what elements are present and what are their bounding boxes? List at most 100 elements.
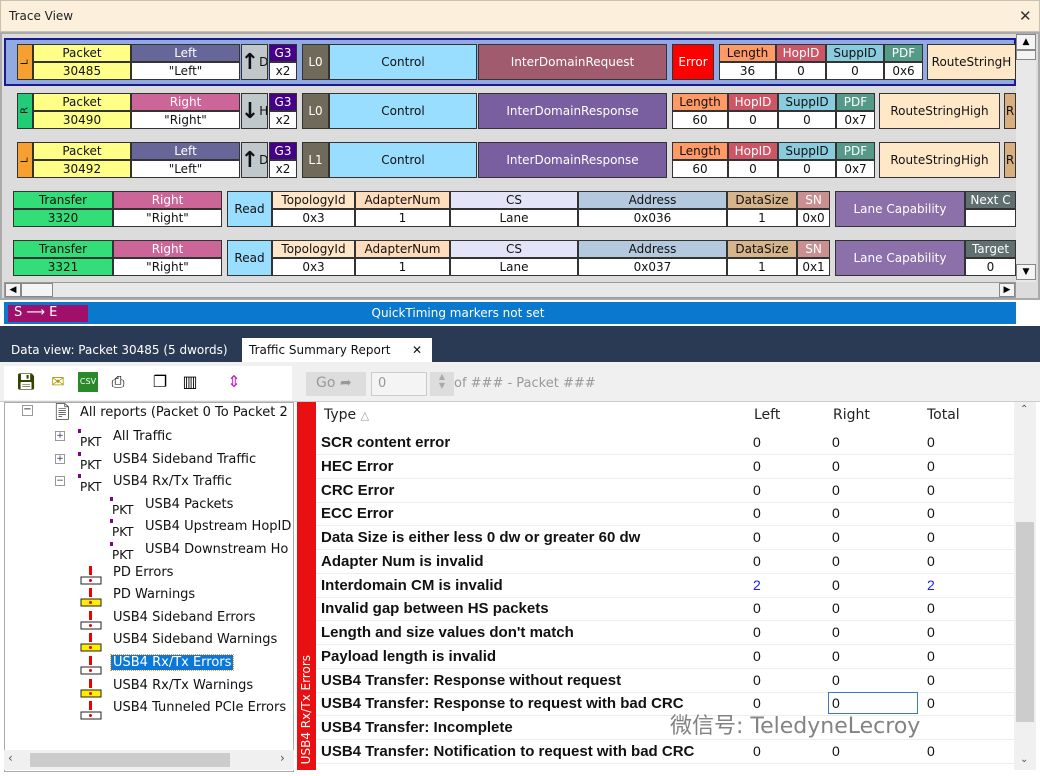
packet-number-value[interactable]: 30492 — [33, 160, 131, 178]
field-adapternum-header[interactable]: AdapterNum — [355, 191, 450, 209]
category[interactable]: Control — [329, 142, 477, 178]
operation[interactable]: Read — [227, 240, 272, 276]
operation[interactable]: Read — [227, 191, 272, 227]
field-datasize-value[interactable]: 1 — [727, 209, 797, 227]
error-badge[interactable]: Error — [672, 44, 714, 80]
vertical-scrollbar[interactable]: ▲ ▼ — [1016, 34, 1036, 282]
table-row[interactable]: USB4 Transfer: Notification to request w… — [316, 740, 1014, 764]
next-capability-header[interactable]: Target — [965, 240, 1016, 258]
scroll-thumb[interactable] — [1016, 522, 1034, 722]
field-length-header[interactable]: Length — [719, 44, 776, 62]
field-topologyid-value[interactable]: 0x3 — [272, 209, 355, 227]
scroll-down-icon[interactable]: ▼ — [1016, 264, 1036, 280]
direction-header[interactable]: Right — [113, 191, 222, 209]
field-suppid-header[interactable]: SuppID — [826, 44, 884, 62]
field-hopid-value[interactable]: 0 — [728, 111, 778, 129]
expand-icon[interactable]: + — [55, 453, 65, 464]
table-row[interactable]: Data Size is either less 0 dw or greater… — [316, 526, 1014, 550]
field-topologyid-header[interactable]: TopologyId — [272, 191, 355, 209]
link-speed-value[interactable]: x2 — [269, 111, 297, 129]
table-row[interactable]: CRC Error 0 0 0 — [316, 479, 1014, 503]
field-datasize-value[interactable]: 1 — [727, 258, 797, 276]
expand-icon[interactable]: + — [55, 431, 65, 441]
tab-data-view[interactable]: Data view: Packet 30485 (5 dwords) — [11, 343, 228, 357]
close-tab-icon[interactable]: ✕ — [412, 343, 423, 357]
field-sn-value[interactable]: 0x0 — [797, 209, 830, 227]
field-sn-value[interactable]: 0x1 — [797, 258, 830, 276]
field-address-header[interactable]: Address — [578, 191, 727, 209]
packet-name[interactable]: InterDomainResponse — [478, 142, 667, 178]
route-string[interactable]: RouteStringHigh — [879, 93, 1000, 129]
transfer-number-value[interactable]: 3321 — [13, 258, 113, 276]
scroll-up-icon[interactable]: ⌃ — [1020, 404, 1029, 415]
direction-value[interactable]: "Right" — [113, 209, 222, 227]
field-address-header[interactable]: Address — [578, 240, 727, 258]
tree-item[interactable]: USB4 Downstream Ho — [145, 542, 289, 557]
category[interactable]: Control — [329, 44, 477, 80]
tree-item[interactable]: USB4 Rx/Tx Errors — [109, 654, 235, 671]
field-pdf-value[interactable]: 0x6 — [884, 62, 923, 80]
scroll-thumb[interactable] — [1016, 50, 1036, 60]
next-capability-header[interactable]: Next C — [965, 191, 1016, 209]
tree-item[interactable]: USB4 Rx/Tx Traffic — [113, 474, 233, 490]
field-hopid-header[interactable]: HopID — [728, 142, 778, 160]
scroll-right-icon[interactable]: ▶ — [999, 283, 1015, 297]
route-string[interactable]: RouteStringHigh — [879, 142, 1000, 178]
table-row[interactable]: Interdomain CM is invalid 2 0 2 — [316, 574, 1014, 598]
arrow-cell[interactable]: ↑ D — [241, 44, 268, 80]
column-header-total[interactable]: Total — [927, 407, 960, 423]
tree-item[interactable]: USB4 Packets — [145, 496, 234, 512]
collapse-icon[interactable]: − — [22, 404, 33, 416]
transfer-number-header[interactable]: Transfer — [13, 240, 113, 258]
capability[interactable]: Lane Capability — [835, 240, 965, 276]
field-length-header[interactable]: Length — [672, 142, 728, 160]
field-sn-header[interactable]: SN — [797, 240, 830, 258]
tree-item[interactable]: PD Warnings — [113, 587, 196, 603]
field-suppid-value[interactable]: 0 — [778, 111, 836, 129]
field-pdf-value[interactable]: 0x7 — [836, 160, 875, 178]
next-capability-value[interactable]: 0 — [965, 258, 1016, 276]
tree-root[interactable]: All reports (Packet 0 To Packet 2 — [80, 405, 288, 420]
tree-item[interactable]: USB4 Tunneled PCIe Errors — [113, 700, 287, 716]
packet-name[interactable]: InterDomainRequest — [478, 44, 667, 80]
field-topologyid-value[interactable]: 0x3 — [272, 258, 355, 276]
scroll-up-icon[interactable]: ▲ — [1016, 34, 1036, 50]
category[interactable]: Control — [329, 93, 477, 129]
packet-number-value[interactable]: 30490 — [33, 111, 131, 129]
arrow-cell[interactable]: ↓ H — [241, 93, 268, 129]
field-address-value[interactable]: 0x036 — [578, 209, 727, 227]
packet-number-header[interactable]: Packet — [33, 93, 131, 111]
print-icon[interactable]: ⎙ — [111, 372, 125, 391]
packet-number-header[interactable]: Packet — [33, 44, 131, 62]
table-row[interactable]: HEC Error 0 0 0 — [316, 455, 1014, 479]
tree-item[interactable]: USB4 Upstream HopID — [145, 519, 292, 535]
collapse-icon[interactable]: − — [55, 476, 65, 487]
direction-header[interactable]: Left — [131, 44, 240, 62]
column-header-right[interactable]: Right — [833, 407, 870, 423]
tree-item[interactable]: USB4 Sideband Warnings — [113, 632, 278, 648]
field-suppid-header[interactable]: SuppID — [778, 142, 836, 160]
direction-value[interactable]: "Right" — [131, 111, 240, 129]
packet-number-header[interactable]: Packet — [33, 142, 131, 160]
copy-icon[interactable]: ❐ — [152, 372, 168, 391]
column-header-left[interactable]: Left — [754, 407, 781, 423]
field-suppid-value[interactable]: 0 — [778, 160, 836, 178]
tree-item[interactable]: All Traffic — [113, 429, 173, 444]
table-row[interactable]: Payload length is invalid 0 0 0 — [316, 645, 1014, 669]
lane[interactable]: L0 — [302, 44, 329, 80]
field-suppid-header[interactable]: SuppID — [778, 93, 836, 111]
field-sn-header[interactable]: SN — [797, 191, 830, 209]
field-topologyid-header[interactable]: TopologyId — [272, 240, 355, 258]
columns-icon[interactable]: ▥ — [182, 372, 198, 391]
table-row[interactable]: ECC Error 0 0 0 — [316, 502, 1014, 527]
direction-tag[interactable]: R — [17, 93, 33, 129]
transfer-number-value[interactable]: 3320 — [13, 209, 113, 227]
field-suppid-value[interactable]: 0 — [826, 62, 884, 80]
packet-name[interactable]: InterDomainResponse — [478, 93, 667, 129]
arrow-cell[interactable]: ↑ D — [241, 142, 268, 178]
table-row[interactable]: Invalid gap between HS packets 0 0 0 — [316, 597, 1014, 622]
table-row[interactable]: USB4 Transfer: Response without request 0… — [316, 669, 1014, 693]
direction-value[interactable]: "Right" — [113, 258, 222, 276]
email-icon[interactable]: ✉ — [51, 372, 65, 391]
table-row[interactable]: USB4 Transfer: Incomplete — [316, 716, 1014, 740]
